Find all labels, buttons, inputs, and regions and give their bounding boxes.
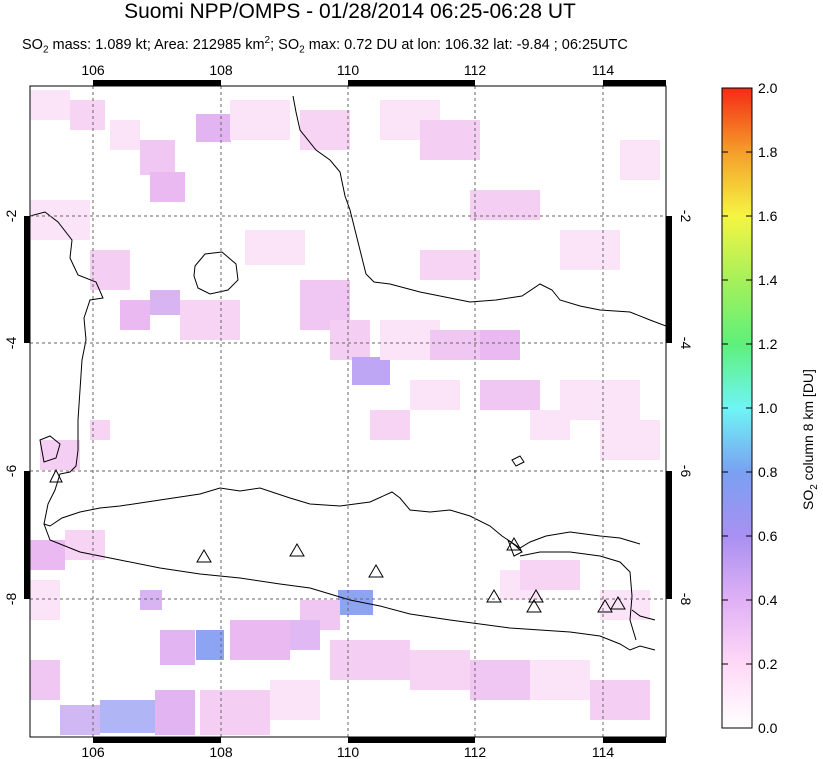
lat-tick: -6 xyxy=(678,465,694,478)
lon-tick: 110 xyxy=(337,62,360,78)
triangle-icon xyxy=(526,599,542,613)
lon-tick: 106 xyxy=(81,744,105,759)
lat-tick-labels-left: -2 -4 -6 -8 xyxy=(3,210,19,606)
colorbar-tick: 1.8 xyxy=(758,144,778,160)
colorbar-tick: 0.0 xyxy=(758,720,778,736)
lat-tick: -4 xyxy=(3,337,19,350)
colorbar-label: SO2 column 8 km [DU] xyxy=(800,369,820,510)
triangle-icon xyxy=(196,549,212,563)
lat-tick: -8 xyxy=(3,593,19,606)
lon-tick: 112 xyxy=(464,744,487,759)
lon-tick-labels-top: 106 108 110 112 114 xyxy=(81,62,614,78)
lon-tick: 108 xyxy=(209,744,233,759)
lon-tick: 110 xyxy=(337,744,360,759)
triangle-icon xyxy=(597,599,613,613)
triangle-icon xyxy=(528,589,544,603)
lon-tick: 112 xyxy=(464,62,487,78)
subtitle-rest: ; SO xyxy=(270,36,300,53)
triangle-icon xyxy=(49,468,63,483)
colorbar-tick: 1.6 xyxy=(758,208,778,224)
coastline-layer xyxy=(30,95,666,651)
triangle-icon xyxy=(610,596,626,610)
subtitle-prefix: SO xyxy=(22,36,43,53)
lat-tick: -4 xyxy=(678,337,694,350)
colorbar-tick-labels: 0.0 0.2 0.4 0.6 0.8 1.0 1.2 1.4 1.6 1.8 … xyxy=(758,80,778,736)
lon-tick: 114 xyxy=(592,62,615,78)
lat-tick: -6 xyxy=(3,465,19,478)
colorbar-tick: 0.4 xyxy=(758,592,778,608)
triangle-icon xyxy=(289,543,305,557)
subtitle-rest2: max: 0.72 DU at lon: 106.32 lat: -9.84 ;… xyxy=(304,36,628,53)
map-subtitle: SO2 mass: 1.089 kt; Area: 212985 km2; SO… xyxy=(22,35,628,56)
lat-tick: -8 xyxy=(678,593,694,606)
colorbar-ticks xyxy=(722,151,752,729)
triangle-icon xyxy=(486,589,502,603)
triangle-icon xyxy=(506,537,522,551)
colorbar-tick: 0.2 xyxy=(758,656,778,672)
colorbar-tick: 1.0 xyxy=(758,400,778,416)
volcano-markers xyxy=(49,468,626,613)
lon-tick: 106 xyxy=(81,62,105,78)
colorbar-tick: 2.0 xyxy=(758,80,778,96)
lat-tick: -2 xyxy=(678,210,694,223)
lon-tick-labels-bottom: 106 108 110 112 114 xyxy=(81,744,614,759)
colorbar-tick: 1.2 xyxy=(758,336,778,352)
colorbar-label-suffix: column 8 km [DU] xyxy=(800,369,816,485)
colorbar-tick: 1.4 xyxy=(758,272,778,288)
colorbar-tick: 0.8 xyxy=(758,464,778,480)
grid-lines xyxy=(30,86,666,737)
map-title: Suomi NPP/OMPS - 01/28/2014 06:25-06:28 … xyxy=(124,0,576,23)
lon-tick: 108 xyxy=(209,62,233,78)
lat-tick-labels-right: -2 -4 -6 -8 xyxy=(678,210,694,606)
colorbar-tick: 0.6 xyxy=(758,528,778,544)
frame-border-bars xyxy=(24,80,672,743)
triangle-icon xyxy=(368,564,384,578)
lon-tick: 114 xyxy=(592,744,615,759)
lat-tick: -2 xyxy=(3,210,19,223)
subtitle-mass: mass: 1.089 kt; Area: 212985 km xyxy=(48,36,265,53)
so2-pixel-layer xyxy=(30,90,660,735)
subtitle-sup: 2 xyxy=(264,35,271,46)
colorbar-label-prefix: SO xyxy=(800,489,816,510)
